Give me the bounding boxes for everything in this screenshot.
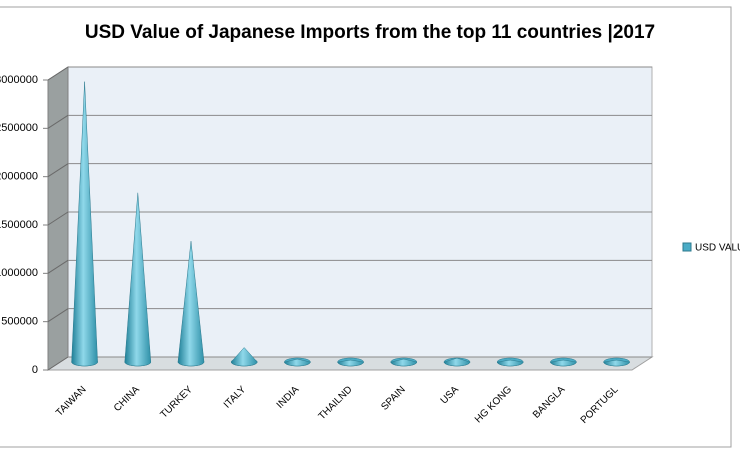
y-tick-label: 1000000 [0, 267, 38, 279]
legend-label: USD VALUE [695, 243, 740, 254]
grid-line-side [47, 114, 69, 129]
grid-line-side [47, 308, 69, 323]
cone [443, 357, 471, 367]
y-tick-label: 2500000 [0, 122, 38, 134]
y-tick-label: 1500000 [0, 219, 38, 231]
cone [337, 359, 364, 367]
y-tick-label: 3000000 [0, 74, 38, 86]
grid-line-side [47, 356, 69, 371]
cone [71, 81, 98, 367]
cone [230, 347, 258, 367]
grid-line-side [47, 66, 69, 81]
legend-swatch [682, 242, 692, 252]
cone [496, 359, 524, 367]
cone [177, 241, 205, 367]
cone [284, 358, 311, 367]
y-tick-label: 2000000 [0, 171, 38, 183]
grid-line-side [47, 211, 69, 226]
grid-line-side [47, 259, 69, 274]
cone [550, 359, 577, 367]
grid-line-side [47, 163, 69, 178]
chart-title: USD Value of Japanese Imports from the t… [85, 22, 655, 43]
y-tick-label: 0 [32, 364, 38, 376]
cone [124, 192, 152, 367]
cone [603, 359, 630, 367]
y-tick-label: 500000 [1, 316, 38, 328]
cone [390, 358, 418, 367]
